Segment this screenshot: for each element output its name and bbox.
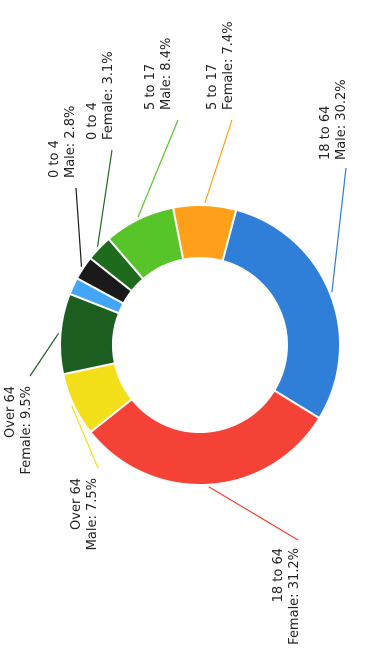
donut-slice — [89, 389, 321, 486]
leader-line — [29, 333, 59, 377]
data-label: 5 to 17Female: 7.4% — [205, 21, 236, 110]
leader-line — [331, 167, 347, 293]
leader-line — [208, 486, 299, 541]
data-label: 0 to 4Female: 3.1% — [85, 51, 116, 140]
leader-line — [75, 187, 83, 267]
donut-slice — [171, 204, 238, 263]
leader-line — [71, 405, 99, 469]
data-label: Over 64Male: 7.5% — [69, 478, 100, 550]
data-label: Over 64Female: 9.5% — [3, 386, 34, 475]
data-label: 18 to 64Male: 30.2% — [318, 79, 349, 160]
data-label: 5 to 17Male: 8.4% — [143, 38, 174, 110]
leader-line — [96, 149, 113, 247]
leader-line — [137, 119, 179, 218]
data-label: 0 to 4Male: 2.8% — [47, 106, 78, 178]
leader-line — [204, 119, 233, 204]
leader-line-group — [29, 119, 347, 541]
label-group: 18 to 64Male: 30.2% 18 to 64Female: 31.2%… — [3, 21, 349, 644]
data-label: 18 to 64Female: 31.2% — [271, 548, 302, 645]
donut-slice — [221, 208, 341, 420]
slice-group — [59, 204, 341, 486]
